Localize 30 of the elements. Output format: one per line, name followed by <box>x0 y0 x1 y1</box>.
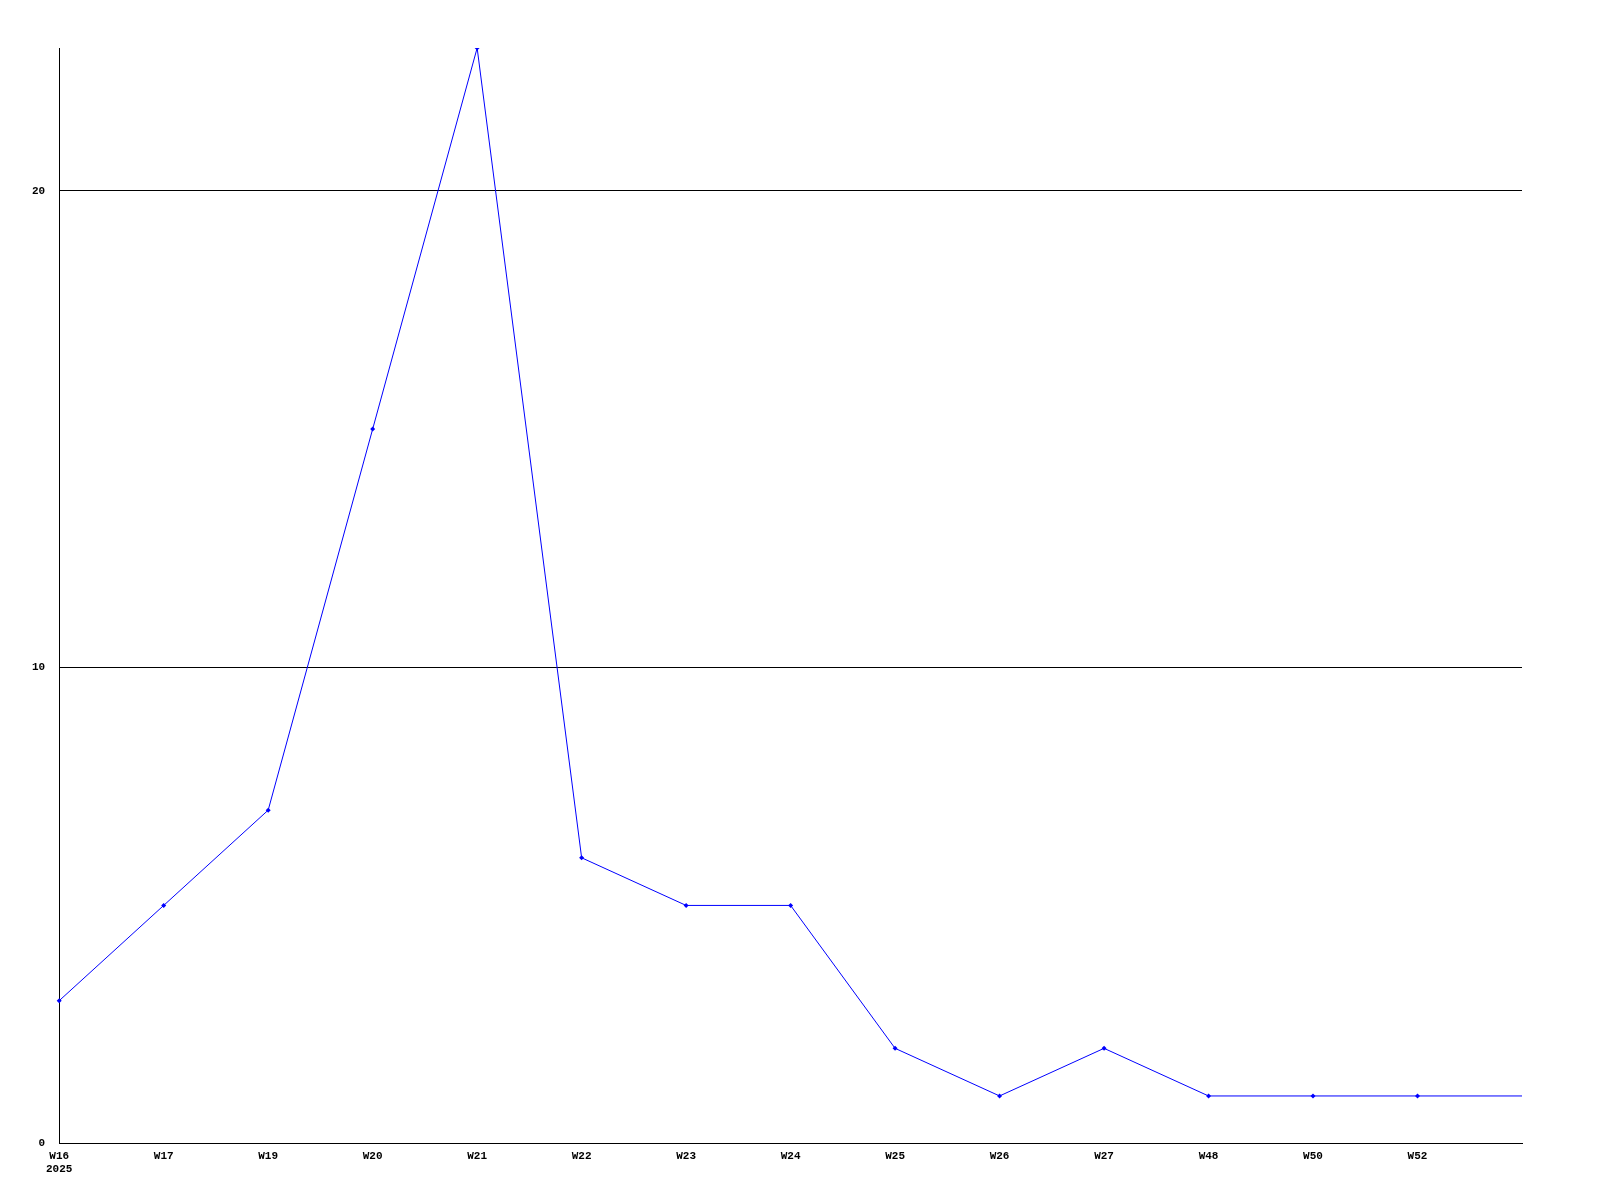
x-tick-label: W20 <box>362 1149 383 1162</box>
point <box>1101 1045 1107 1051</box>
x-tick-label: W22 <box>571 1149 592 1162</box>
x-tick-label: W50 <box>1303 1149 1323 1162</box>
x-tick-label: W52 <box>1407 1149 1428 1162</box>
point <box>161 902 167 908</box>
point <box>997 1093 1003 1099</box>
x-tick-label: W23 <box>676 1149 697 1162</box>
x-tick-label: W16 2025 <box>46 1149 73 1176</box>
y-tick-label: 20 <box>32 184 46 197</box>
point <box>683 902 689 908</box>
point <box>1415 1093 1421 1099</box>
x-tick-label: W17 <box>153 1149 174 1162</box>
x-tick-label: W26 <box>989 1149 1010 1162</box>
point <box>892 1045 898 1051</box>
point <box>1310 1093 1316 1099</box>
x-tick-label: W21 <box>467 1149 488 1162</box>
x-tick-label: W27 <box>1094 1149 1114 1162</box>
x-tick-label: W48 <box>1198 1149 1219 1162</box>
x-tick-label: W19 <box>258 1149 279 1162</box>
x-tick-label: W25 <box>885 1149 906 1162</box>
y-tick-label: 10 <box>32 661 46 674</box>
point <box>579 855 585 861</box>
y-tick-label: 0 <box>38 1137 46 1150</box>
point <box>56 998 62 1004</box>
point <box>788 902 794 908</box>
point <box>1206 1093 1212 1099</box>
point <box>265 807 271 813</box>
point <box>370 426 376 432</box>
x-tick-label: W24 <box>780 1149 801 1162</box>
